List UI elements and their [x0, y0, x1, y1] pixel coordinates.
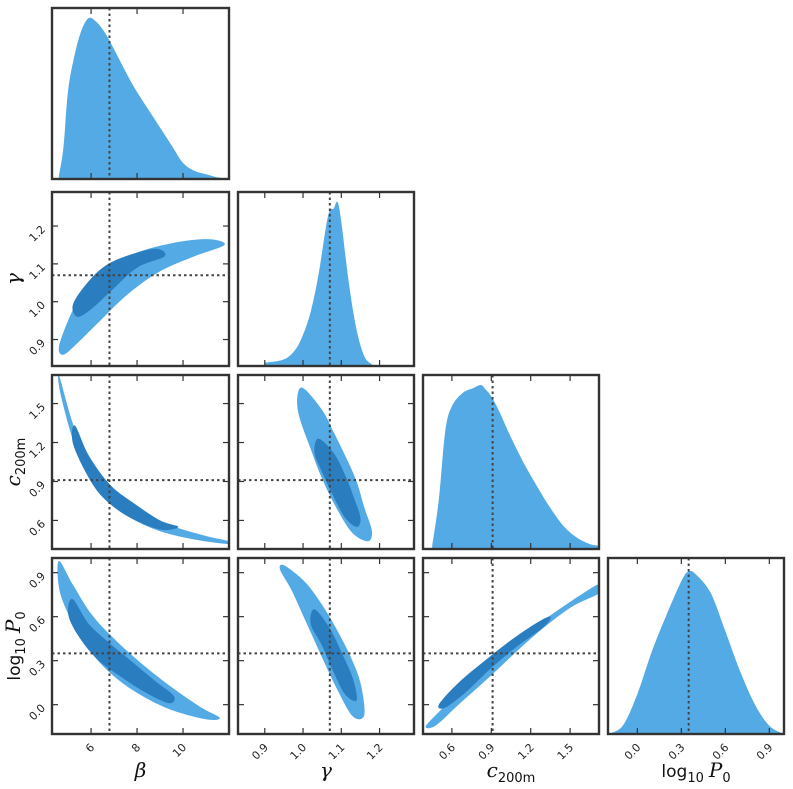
ytick-label-gamma: 1.2 — [27, 223, 49, 245]
xtick-label-beta: 10 — [170, 741, 189, 760]
contour-68-gamma-vs-beta — [72, 248, 166, 317]
panel-frame-r0c0 — [50, 6, 231, 181]
ytick-label-c200m: 1.5 — [27, 400, 49, 422]
marginal-panel-beta — [58, 8, 229, 179]
marginal-density-log10P0 — [608, 570, 784, 734]
contour-68-log10P0-vs-gamma — [310, 609, 357, 702]
marginal-density-c200m — [432, 384, 599, 549]
ytick-label-gamma: 0.9 — [27, 336, 49, 358]
ytick-label-c200m: 0.9 — [27, 478, 49, 500]
contour-95-log10P0-vs-c200m — [425, 584, 599, 729]
ytick-label-log10P0: 0.3 — [27, 658, 49, 680]
panel-frame-r3c1 — [236, 556, 416, 736]
contour-68-c200m-vs-beta — [71, 425, 179, 531]
panel-frame-r3c0 — [50, 556, 231, 736]
marginal-panel-log10P0 — [608, 558, 784, 734]
marginal-density-beta — [58, 17, 229, 179]
xtick-label-c200m: 1.2 — [515, 741, 537, 763]
contour-68-c200m-vs-gamma — [314, 438, 361, 527]
panel-frame-r2c1 — [236, 373, 416, 551]
xtick-label-log10P0: 0.3 — [666, 741, 688, 763]
panel-frame-r3c2 — [421, 556, 601, 736]
marginal-panel-gamma — [264, 192, 372, 366]
yaxis-label-gamma: γ — [1, 273, 25, 285]
yaxis-label-c200m: c200m — [1, 438, 29, 487]
xaxis-label-gamma: γ — [320, 758, 332, 782]
joint-panel-log10P0-vs-c200m — [423, 558, 599, 734]
contour-68-log10P0-vs-c200m — [438, 616, 551, 709]
contour-68-log10P0-vs-beta — [67, 598, 175, 704]
marginal-density-gamma — [264, 201, 372, 366]
panel-frame-r1c1 — [236, 190, 416, 368]
ytick-label-log10P0: 0.0 — [27, 702, 49, 724]
panel-frame-r2c0 — [50, 373, 231, 551]
xaxis-label-log10P0: log10 P0 — [661, 758, 730, 786]
panel-frame-r1c0 — [50, 190, 231, 368]
joint-panel-log10P0-vs-beta — [52, 558, 229, 734]
panel-frame-r2c2 — [421, 373, 601, 551]
ytick-label-gamma: 1.0 — [27, 299, 49, 321]
panel-frame-r3c3 — [606, 556, 786, 736]
xtick-label-gamma: 0.9 — [249, 741, 271, 763]
xtick-label-c200m: 1.5 — [555, 741, 577, 763]
yaxis-label-log10P0: log10P0 — [1, 611, 29, 680]
ytick-label-log10P0: 0.6 — [27, 614, 49, 636]
ytick-label-c200m: 0.6 — [27, 517, 49, 539]
ytick-label-c200m: 1.2 — [27, 439, 49, 461]
xtick-label-gamma: 1.0 — [288, 741, 310, 763]
marginal-panel-c200m — [432, 375, 599, 549]
xaxis-label-c200m: c200m — [487, 758, 536, 786]
ytick-label-log10P0: 0.9 — [27, 570, 49, 592]
xtick-label-beta: 8 — [129, 741, 143, 755]
joint-panel-gamma-vs-beta — [52, 192, 229, 366]
joint-panel-c200m-vs-beta — [52, 375, 229, 549]
xtick-label-log10P0: 0.9 — [754, 741, 776, 763]
xtick-label-beta: 6 — [83, 741, 97, 755]
xtick-label-c200m: 0.6 — [436, 741, 458, 763]
joint-panel-log10P0-vs-gamma — [238, 558, 414, 734]
ytick-label-gamma: 1.1 — [27, 261, 49, 283]
xtick-label-log10P0: 0.0 — [622, 741, 644, 763]
xtick-label-gamma: 1.2 — [364, 741, 386, 763]
joint-panel-c200m-vs-gamma — [238, 375, 414, 549]
xaxis-label-beta: β — [134, 758, 147, 782]
